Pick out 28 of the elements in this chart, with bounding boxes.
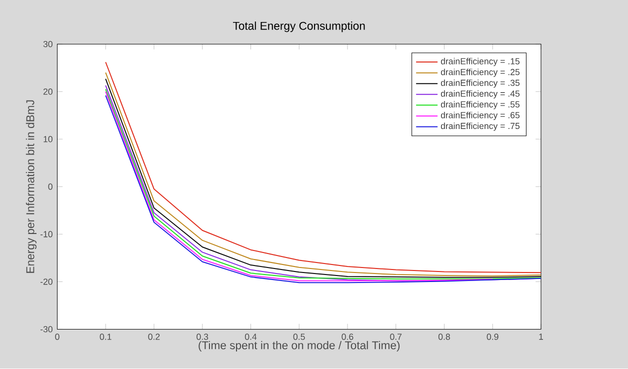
- legend-label: drainEfficiency = .75: [440, 122, 520, 132]
- x-tick-label: 0.7: [390, 334, 402, 340]
- legend-label: drainEfficiency = .55: [440, 101, 520, 110]
- y-tick-label: 10: [44, 136, 52, 142]
- y-tick-label: -20: [40, 278, 52, 286]
- chart-title: Total Energy Consumption: [233, 22, 365, 32]
- y-tick-label: 30: [43, 41, 52, 48]
- x-tick-label: 0.3: [196, 334, 208, 340]
- x-axis-title: (Time spent in the on mode / Total Time): [198, 341, 400, 352]
- legend-label: drainEfficiency = .15: [440, 58, 520, 66]
- x-tick-label: 0: [55, 334, 60, 340]
- x-tick-label: 0.9: [486, 334, 498, 340]
- x-tick-label: 1: [539, 334, 543, 340]
- y-tick-label: -10: [40, 231, 52, 238]
- x-tick-label: 0.1: [100, 334, 112, 340]
- y-tick-label: 0: [48, 184, 52, 190]
- legend-label: drainEfficiency = .25: [440, 68, 520, 78]
- x-tick-label: 0.2: [148, 334, 160, 340]
- y-tick-label: -30: [40, 326, 52, 333]
- legend-label: drainEfficiency = .45: [440, 90, 520, 99]
- legend-label: drainEfficiency = .65: [440, 112, 520, 120]
- x-tick-label: 0.5: [293, 334, 305, 340]
- x-tick-label: 0.4: [244, 334, 257, 340]
- y-axis-title: Energy per Information bit in dBmJ: [26, 100, 36, 274]
- x-tick-label: 0.6: [342, 334, 354, 340]
- x-tick-label: 0.8: [438, 334, 450, 340]
- legend-label: drainEfficiency = .35: [440, 80, 520, 88]
- y-tick-label: 20: [43, 88, 52, 95]
